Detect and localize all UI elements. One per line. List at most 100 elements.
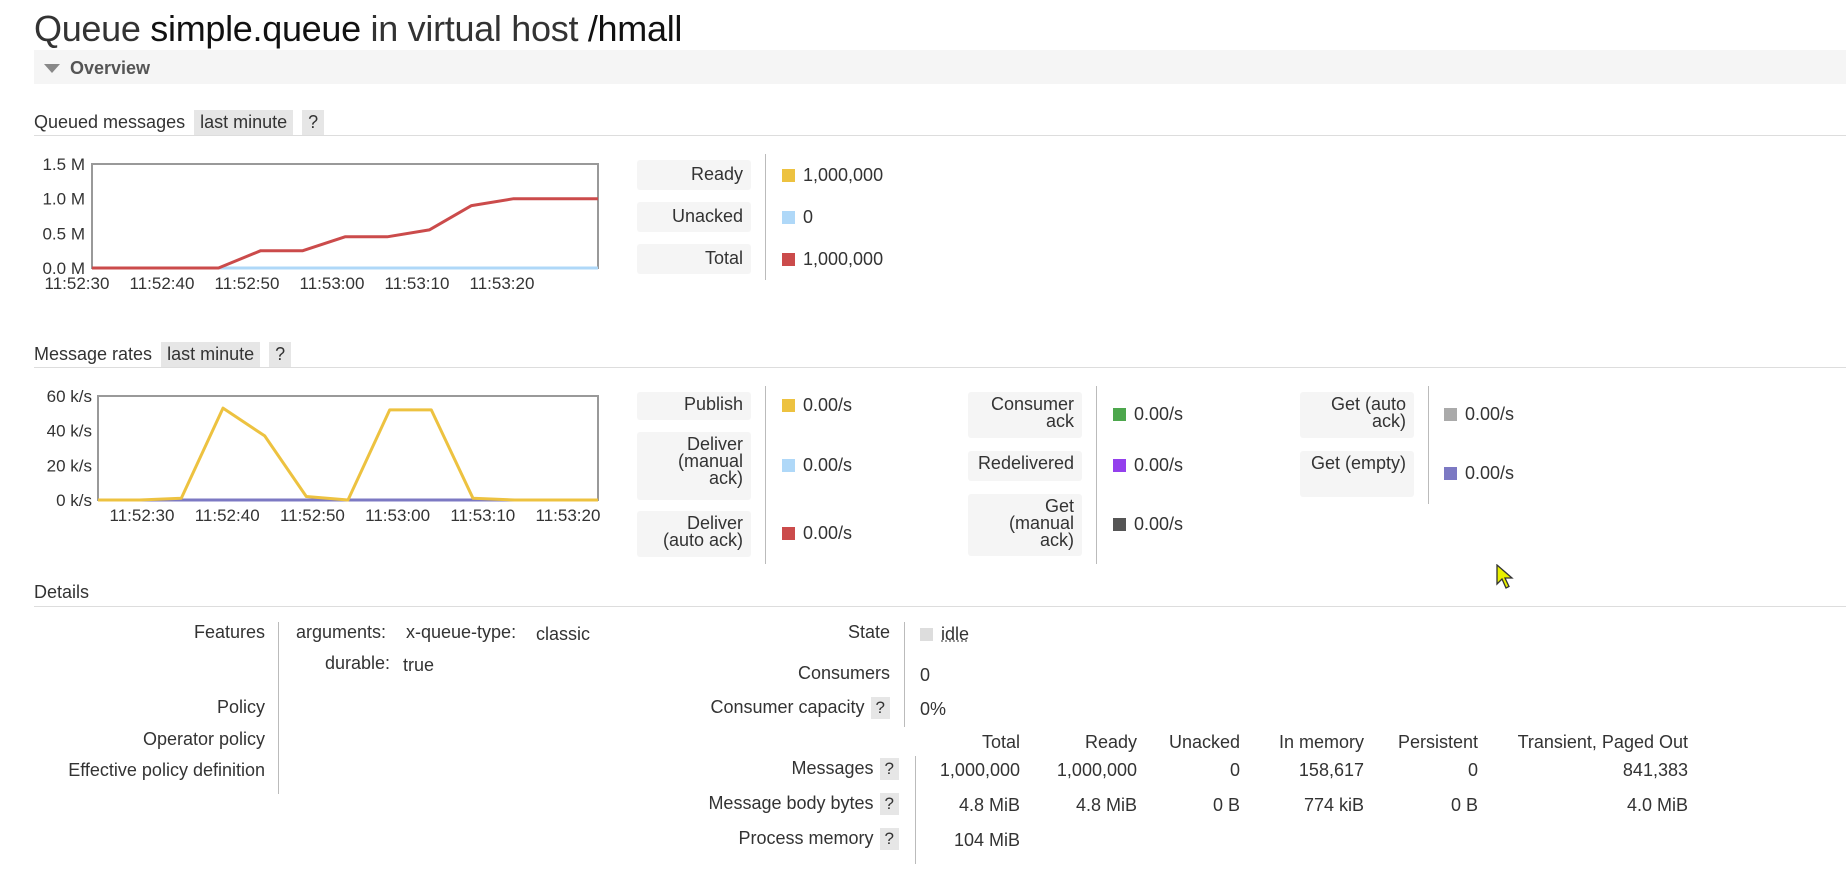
- rates-range-selector[interactable]: last minute: [161, 342, 261, 367]
- plot-frame: [91, 163, 599, 269]
- rate-legend-label: Get (manual ack): [968, 494, 1082, 556]
- legend-swatch: [782, 169, 795, 182]
- mouse-cursor-icon: [1496, 564, 1514, 589]
- table-header: Persistent: [1397, 732, 1478, 752]
- table-cell: 4.0 MiB: [1626, 795, 1688, 815]
- rate-legend-value: 0.00/s: [1113, 514, 1183, 535]
- durable-value: true: [403, 655, 435, 675]
- operator-policy-label: Operator policy: [142, 729, 265, 749]
- y-tick-label: 40 k/s: [47, 422, 92, 441]
- legend-label: Ready: [637, 160, 751, 190]
- effective-policy-label: Effective policy definition: [68, 760, 265, 780]
- page-title: Queue simple.queue in virtual host /hmal…: [34, 8, 683, 49]
- table-row-label: Message body bytes?: [708, 793, 899, 815]
- rate-legend-value: 0.00/s: [1444, 463, 1514, 484]
- table-cell: 1,000,000: [939, 760, 1020, 780]
- table-cell: 0: [1467, 760, 1478, 780]
- divider: [34, 135, 1846, 136]
- table-cell: 0 B: [1450, 795, 1478, 815]
- table-row-label: Process memory?: [739, 828, 899, 850]
- rate-legend-label: Deliver (manual ack): [637, 432, 751, 500]
- policy-label: Policy: [216, 697, 265, 717]
- message-rates-heading: Message rates last minute ?: [34, 342, 292, 367]
- state-label: State: [847, 622, 890, 642]
- row-help-button[interactable]: ?: [879, 828, 899, 850]
- legend-value: 0: [782, 207, 813, 228]
- consumer-capacity-label: Consumer capacity?: [710, 697, 890, 719]
- table-cell: 1,000,000: [1056, 760, 1137, 780]
- x-tick-label: 11:52:50: [215, 274, 280, 293]
- x-tick-label: 11:52:50: [280, 506, 345, 525]
- table-header: In memory: [1278, 732, 1364, 752]
- table-header: Total: [981, 732, 1020, 752]
- details-divider: [904, 622, 905, 727]
- y-tick-label: 0 k/s: [56, 491, 92, 510]
- queued-help-button[interactable]: ?: [302, 110, 325, 135]
- table-cell: 774 kiB: [1303, 795, 1364, 815]
- table-divider: [915, 756, 916, 864]
- state-swatch: [920, 628, 933, 641]
- overview-section-toggle[interactable]: Overview: [34, 50, 1846, 84]
- x-tick-label: 11:52:30: [110, 506, 175, 525]
- y-tick-label: 1.5 M: [42, 155, 85, 174]
- x-queue-type-label: x-queue-type:: [406, 622, 517, 642]
- legend-swatch: [1444, 467, 1457, 480]
- rate-legend-label: Get (empty): [1300, 451, 1414, 497]
- rate-legend-label: Consumer ack: [968, 392, 1082, 438]
- consumers-label: Consumers: [797, 663, 890, 683]
- x-tick-label: 11:52:30: [45, 274, 110, 293]
- x-queue-type-value: classic: [536, 624, 591, 644]
- rate-legend-label: Redelivered: [968, 451, 1082, 481]
- rates-help-button[interactable]: ?: [269, 342, 292, 367]
- legend-value: 1,000,000: [782, 249, 883, 270]
- consumer-capacity-value: 0%: [920, 699, 947, 719]
- table-cell: 4.8 MiB: [1075, 795, 1137, 815]
- legend-swatch: [782, 459, 795, 472]
- table-cell: 104 MiB: [953, 830, 1020, 850]
- x-tick-label: 11:53:20: [470, 274, 535, 293]
- y-tick-label: 0.0 M: [42, 259, 85, 278]
- collapse-triangle-icon: [44, 64, 60, 73]
- consumers-value: 0: [920, 665, 931, 685]
- x-tick-label: 11:52:40: [195, 506, 260, 525]
- legend-swatch: [1113, 408, 1126, 421]
- row-help-button[interactable]: ?: [879, 793, 899, 815]
- legend-divider: [1428, 386, 1429, 504]
- vhost-name: /hmall: [587, 8, 683, 49]
- queued-messages-chart: 0.0 M 0.5 M 1.0 M 1.5 M 11:52:30 11:52:40 11:5…: [42, 155, 599, 293]
- x-tick-label: 11:53:10: [450, 506, 515, 525]
- table-row-label: Messages?: [791, 758, 899, 780]
- x-tick-label: 11:53:00: [365, 506, 430, 525]
- features-label: Features: [193, 622, 265, 642]
- table-header: Unacked: [1168, 732, 1240, 752]
- series-line: [98, 406, 598, 502]
- legend-divider: [765, 154, 766, 280]
- queued-range-selector[interactable]: last minute: [194, 110, 294, 135]
- legend-divider: [1096, 386, 1097, 564]
- legend-swatch: [782, 211, 795, 224]
- state-idle-link[interactable]: idle: [941, 624, 970, 644]
- legend-divider: [765, 386, 766, 564]
- table-cell: 4.8 MiB: [958, 795, 1020, 815]
- legend-label: Unacked: [637, 202, 751, 232]
- y-tick-label: 1.0 M: [42, 190, 85, 209]
- x-tick-label: 11:53:10: [385, 274, 450, 293]
- rate-legend-value: 0.00/s: [782, 523, 852, 544]
- legend-label: Total: [637, 244, 751, 274]
- x-tick-label: 11:53:20: [536, 506, 601, 525]
- message-rates-chart: 0 k/s 20 k/s 40 k/s 60 k/s 11:52:30 11:52:40 1…: [47, 387, 601, 525]
- legend-swatch: [1113, 459, 1126, 472]
- table-cell: 0: [1229, 760, 1240, 780]
- divider: [34, 367, 1846, 368]
- legend-swatch: [782, 399, 795, 412]
- queued-messages-heading: Queued messages last minute ?: [34, 110, 325, 135]
- rate-legend-label: Get (auto ack): [1300, 392, 1414, 438]
- legend-swatch: [1444, 408, 1457, 421]
- y-tick-label: 0.5 M: [42, 224, 85, 243]
- rate-legend-value: 0.00/s: [782, 395, 852, 416]
- row-help-button[interactable]: ?: [879, 758, 899, 780]
- rate-legend-value: 0.00/s: [1113, 404, 1183, 425]
- details-heading: Details: [34, 582, 90, 602]
- y-tick-label: 20 k/s: [47, 456, 92, 475]
- capacity-help-button[interactable]: ?: [870, 697, 890, 719]
